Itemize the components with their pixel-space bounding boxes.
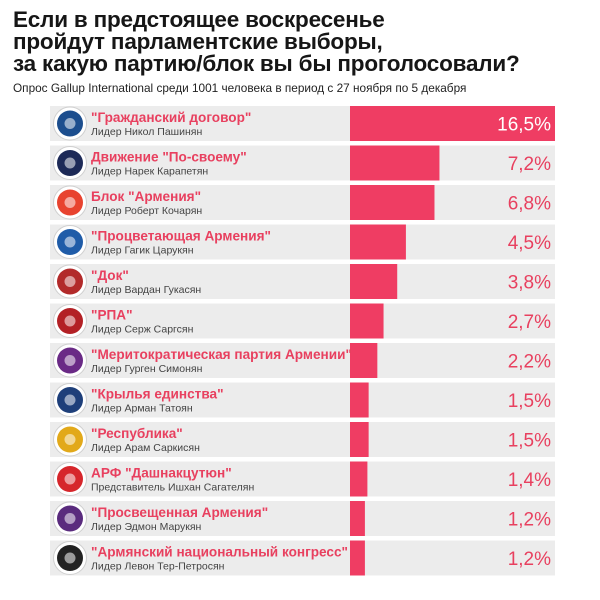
- bar: [350, 264, 398, 299]
- party-leader: Лидер Гагик Царукян: [91, 245, 194, 257]
- party-name: "РПА": [91, 308, 133, 323]
- party-leader: Лидер Никол Пашинян: [91, 126, 202, 138]
- bar: [350, 106, 555, 141]
- value-label: 16,5%: [497, 115, 551, 136]
- row-band: [50, 540, 555, 576]
- chevron-logo: [53, 185, 87, 220]
- party-name: "Республика": [91, 426, 183, 441]
- party-name: "Гражданский договор": [91, 110, 251, 125]
- row-band: [50, 461, 555, 497]
- row-band: [50, 501, 555, 536]
- party-name: "Крылья единства": [91, 387, 224, 402]
- torch-logo: [53, 501, 87, 536]
- party-leader: Лидер Серж Саргсян: [91, 324, 194, 336]
- chart-subtitle: Опрос Gallup International среди 1001 че…: [13, 81, 467, 95]
- bar: [350, 422, 369, 457]
- party-leader: Лидер Арам Саркисян: [91, 442, 200, 454]
- bar: [350, 540, 365, 576]
- civil-contract-logo: [53, 106, 87, 141]
- party-name: "Процветающая Армения": [91, 229, 271, 244]
- party-name: "Армянский национальный конгресс": [91, 545, 348, 560]
- party-row: "Армянский национальный конгресс"Лидер Л…: [50, 540, 555, 576]
- party-name: Блок "Армения": [91, 189, 201, 204]
- party-leader: Лидер Вардан Гукасян: [91, 284, 201, 296]
- lion-logo: [53, 343, 87, 378]
- party-leader: Лидер Гурген Симонян: [91, 363, 203, 375]
- row-band: [50, 185, 555, 220]
- value-label: 1,5%: [508, 391, 551, 412]
- wings-logo: [53, 383, 87, 417]
- party-leader: Лидер Роберт Кочарян: [91, 205, 202, 217]
- bar: [350, 501, 365, 536]
- shield-logo: [53, 264, 87, 299]
- value-label: 1,2%: [508, 549, 551, 570]
- row-band: [50, 224, 555, 260]
- knot-logo: [53, 422, 87, 457]
- value-label: 7,2%: [508, 154, 551, 175]
- value-label: 2,7%: [508, 312, 551, 333]
- spiral-logo: [53, 541, 87, 575]
- hashtag-logo: [53, 146, 87, 180]
- party-leader: Лидер Арман Татоян: [91, 403, 193, 415]
- row-band: [50, 382, 555, 418]
- party-row: "Гражданский договор"Лидер Никол Пашинян…: [50, 106, 555, 141]
- swoosh-logo: [53, 225, 87, 259]
- row-band: [50, 264, 555, 299]
- eagle-logo: [53, 304, 87, 338]
- party-name: "Меритократическая партия Армении": [91, 347, 352, 362]
- party-row: "РПА"Лидер Серж Саргсян 2,7%: [50, 303, 555, 339]
- bar: [350, 343, 378, 378]
- party-leader: Лидер Эдмон Марукян: [91, 521, 202, 533]
- party-row: "Крылья единства"Лидер Арман Татоян 1,5%: [50, 382, 555, 418]
- bar: [350, 185, 435, 220]
- party-leader: Лидер Нарек Карапетян: [91, 166, 208, 178]
- value-label: 1,5%: [508, 431, 551, 452]
- chart-title: Если в предстоящее воскресенье пройдут п…: [13, 7, 520, 76]
- party-row: "Республика"Лидер Арам Саркисян 1,5%: [50, 422, 555, 457]
- bar: [350, 303, 384, 339]
- party-row: "Просвещенная Армения"Лидер Эдмон Марукя…: [50, 501, 555, 536]
- value-label: 1,2%: [508, 510, 551, 531]
- bar: [350, 224, 406, 260]
- value-label: 2,2%: [508, 352, 551, 373]
- value-label: 3,8%: [508, 273, 551, 294]
- party-row: Блок "Армения"Лидер Роберт Кочарян 6,8%: [50, 185, 555, 220]
- row-band: [50, 303, 555, 339]
- party-leader: Представитель Ишхан Сагателян: [91, 482, 254, 494]
- party-name: Движение "По-своему": [91, 150, 247, 165]
- row-band: [50, 145, 555, 181]
- party-row: АРФ "Дашнакцутюн"Представитель Ишхан Саг…: [50, 461, 555, 497]
- party-row: "Меритократическая партия Армении"Лидер …: [50, 343, 555, 378]
- party-name: "Просвещенная Армения": [91, 505, 268, 520]
- value-label: 4,5%: [508, 233, 551, 254]
- value-label: 1,4%: [508, 470, 551, 491]
- party-row: "Процветающая Армения"Лидер Гагик Царукя…: [50, 224, 555, 260]
- party-row: "Док"Лидер Вардан Гукасян 3,8%: [50, 264, 555, 299]
- bar: [350, 461, 368, 497]
- bar: [350, 382, 369, 418]
- row-band: [50, 422, 555, 457]
- party-row: Движение "По-своему"Лидер Нарек Карапетя…: [50, 145, 555, 181]
- bar: [350, 145, 440, 181]
- arf-logo: [53, 462, 87, 496]
- value-label: 6,8%: [508, 194, 551, 215]
- party-name: АРФ "Дашнакцутюн": [91, 466, 232, 481]
- party-name: "Док": [91, 268, 129, 283]
- party-leader: Лидер Левон Тер-Петросян: [91, 561, 225, 573]
- row-band: [50, 343, 555, 378]
